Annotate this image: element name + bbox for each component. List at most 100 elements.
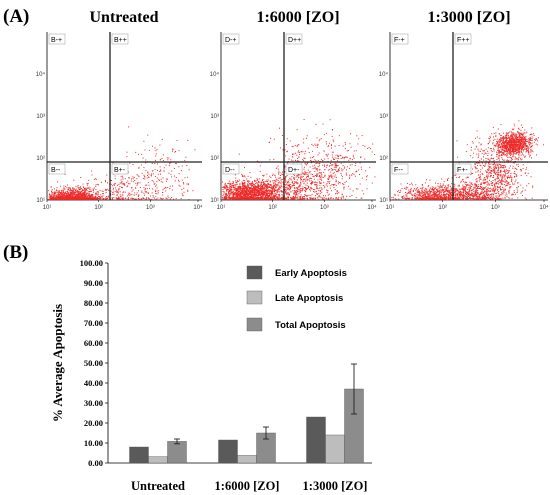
flow-event-dot [244,194,245,196]
flow-event-dot [294,193,296,195]
flow-event-dot [85,195,87,197]
flow-event-dot [299,198,301,200]
flow-event-dot [257,194,259,196]
flow-event-dot [270,196,272,198]
flow-event-dot [321,189,323,191]
flow-event-dot [77,186,79,188]
flow-event-dot [429,189,431,191]
flow-event-dot [273,196,275,198]
flow-event-dot [468,194,470,196]
flow-event-dot [472,196,474,198]
flow-event-dot [282,196,284,198]
flow-event-dot [230,185,231,187]
flow-event-dot [227,195,229,197]
flow-event-dot [447,195,449,197]
flow-event-dot [332,198,334,200]
quadrant-label-box [48,33,66,45]
flow-event-dot [136,184,138,186]
flow-event-dot [244,184,246,186]
flow-event-dot [337,193,339,195]
flow-event-dot [56,189,57,191]
flow-event-dot [312,181,314,183]
flow-event-dot [92,193,94,195]
flow-event-dot [134,180,136,181]
flow-event-dot [58,198,59,200]
quadrant-label: B+- [114,167,126,174]
flow-event-dot [433,193,435,195]
flow-event-dot [300,183,302,185]
flow-event-dot [297,144,299,146]
flow-event-dot [118,192,119,194]
flow-event-dot [244,167,245,168]
flow-event-dot [294,181,296,183]
flow-event-dot [412,194,414,196]
flow-event-dot [51,189,53,191]
flow-event-dot [156,190,158,192]
flow-event-dot [264,197,266,199]
flow-event-dot [118,189,119,191]
flow-event-dot [279,127,280,129]
flow-event-dot [77,194,78,195]
flow-event-dot [290,191,292,193]
flow-event-dot [95,193,97,195]
flow-event-dot [66,187,68,189]
flow-event-dot [90,190,92,192]
flow-event-dot [139,182,141,184]
flow-event-dot [51,196,53,198]
flow-event-dot [429,192,431,194]
flow-event-dot [356,171,357,172]
flow-event-dot [73,179,75,181]
flow-event-dot [262,192,264,194]
flow-event-dot [287,196,289,198]
flow-event-dot [265,187,267,189]
flow-event-dot [261,187,263,189]
flow-event-dot [261,197,263,199]
flow-event-dot [90,197,92,199]
flow-event-dot [442,191,444,193]
flow-event-dot [56,199,58,200]
flow-dots [48,126,196,200]
flow-event-dot [293,183,295,185]
flow-event-dot [194,149,196,151]
flow-event-dot [262,189,264,190]
flow-event-dot [54,196,56,198]
flow-event-dot [69,198,70,199]
flow-event-dot [67,190,69,192]
flow-event-dot [182,194,184,196]
flow-event-dot [392,198,394,200]
flow-event-dot [279,194,281,196]
flow-event-dot [260,197,262,199]
flow-event-dot [277,196,279,198]
flow-event-dot [240,191,242,193]
flow-event-dot [434,194,436,195]
flow-event-dot [165,164,167,166]
flow-event-dot [259,197,261,199]
flow-event-dot [85,190,87,192]
flow-event-dot [261,191,263,193]
flow-event-dot [346,166,348,168]
flow-event-dot [329,187,331,189]
flow-event-dot [121,181,123,183]
flow-event-dot [258,188,260,190]
flow-event-dot [162,160,164,161]
flow-event-dot [433,191,435,193]
flow-event-dot [122,184,124,185]
flow-event-dot [423,193,425,195]
flow-event-dot [355,197,357,199]
flow-event-dot [296,146,298,148]
flow-event-dot [300,178,302,180]
flow-event-dot [105,192,107,194]
flow-event-dot [186,165,188,166]
flow-event-dot [230,193,232,195]
flow-event-dot [265,186,267,188]
flow-event-dot [266,194,268,196]
flow-event-dot [162,194,164,196]
flow-event-dot [277,183,279,185]
flow-event-dot [163,167,165,169]
flow-event-dot [49,197,51,199]
flow-event-dot [248,198,250,200]
flow-event-dot [230,197,232,199]
flow-event-dot [108,195,110,197]
flow-event-dot [466,183,468,185]
flow-event-dot [175,163,177,165]
